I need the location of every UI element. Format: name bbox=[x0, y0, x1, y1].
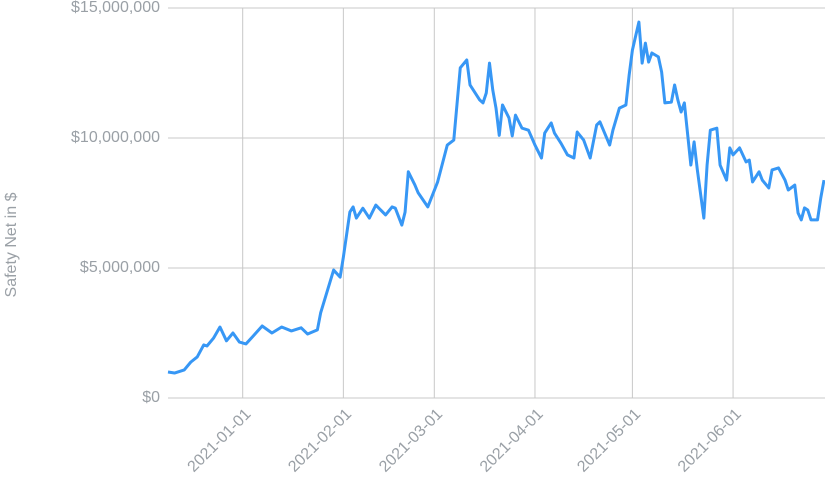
y-tick-label: $10,000,000 bbox=[71, 129, 160, 146]
y-axis-label: Safety Net in $ bbox=[3, 192, 20, 297]
x-tick-label: 2021-01-01 bbox=[185, 406, 255, 476]
x-tick-label: 2021-02-01 bbox=[285, 406, 355, 476]
x-tick-label: 2021-04-01 bbox=[477, 406, 547, 476]
y-tick-label: $15,000,000 bbox=[71, 0, 160, 16]
y-tick-label: $5,000,000 bbox=[80, 259, 160, 276]
x-tick-label: 2021-05-01 bbox=[574, 406, 644, 476]
data-line bbox=[167, 20, 825, 375]
x-tick-label: 2021-03-01 bbox=[376, 406, 446, 476]
y-tick-label: $0 bbox=[142, 389, 160, 406]
x-tick-label: 2021-06-01 bbox=[675, 406, 745, 476]
